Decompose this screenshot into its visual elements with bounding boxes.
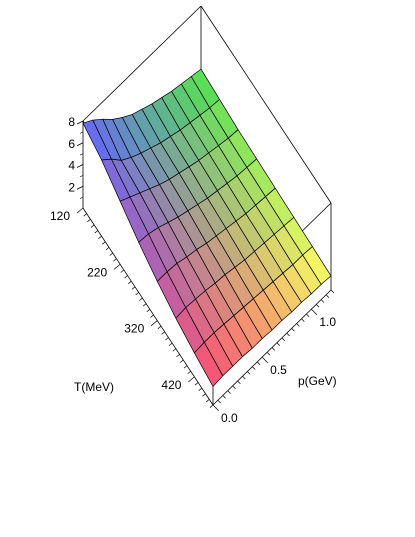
y-tick: [165, 337, 169, 341]
x-tick: [232, 385, 236, 389]
z-tick: [79, 175, 84, 178]
y-tick: [131, 286, 136, 290]
y-tick: [94, 230, 99, 234]
y-tick: [194, 382, 199, 386]
x-tick: [256, 361, 261, 365]
x-tick: [247, 371, 251, 375]
x-tick: [212, 404, 219, 412]
z-tick-label: 8: [68, 115, 75, 129]
x-tick-label: 0.5: [270, 363, 287, 377]
y-tick: [109, 252, 113, 256]
x-tick: [276, 342, 280, 346]
y-tick: [205, 399, 210, 403]
z-tick: [76, 164, 84, 168]
y-tick: [124, 275, 128, 279]
y-tick: [113, 258, 117, 262]
y-axis-label: T(MeV): [74, 380, 114, 394]
y-tick: [105, 247, 110, 251]
x-tick: [252, 366, 256, 370]
y-tick-label: 120: [50, 209, 70, 223]
z-tick: [76, 120, 84, 125]
x-tick: [306, 313, 310, 318]
box-edge: [82, 5, 202, 122]
y-tick: [146, 309, 151, 313]
x-tick: [271, 347, 276, 351]
x-tick: [242, 376, 246, 380]
x-tick-label: 1.0: [319, 315, 336, 329]
box-edge: [82, 207, 214, 406]
z-tick: [76, 185, 84, 190]
y-tick: [176, 354, 180, 358]
x-tick: [296, 323, 300, 327]
y-tick: [127, 280, 132, 285]
z-tick-label: 4: [68, 159, 75, 173]
x-tick: [325, 294, 330, 298]
y-tick: [98, 235, 102, 239]
y-tick: [90, 224, 95, 228]
x-tick: [286, 332, 290, 337]
y-tick: [209, 404, 214, 408]
x-tick: [330, 289, 335, 294]
z-tick: [76, 142, 84, 147]
y-tick: [161, 331, 165, 335]
z-tick: [79, 196, 84, 199]
x-tick: [227, 390, 231, 394]
x-axis-label: p(GeV): [298, 374, 337, 388]
y-tick: [198, 387, 203, 391]
x-tick: [237, 380, 241, 385]
y-tick-label: 320: [124, 322, 144, 336]
y-tick: [157, 325, 162, 330]
y-tick: [172, 348, 177, 352]
y-tick: [135, 292, 139, 296]
y-tick: [120, 269, 125, 273]
z-tick: [79, 131, 84, 134]
z-tick-label: 2: [68, 180, 75, 194]
x-tick: [266, 352, 271, 356]
y-tick: [179, 359, 184, 363]
y-tick: [150, 314, 154, 318]
surface-patch: [194, 341, 224, 387]
x-tick: [281, 337, 285, 342]
y-tick: [139, 297, 143, 301]
x-tick: [222, 395, 226, 399]
y-tick: [187, 370, 191, 375]
x-tick: [320, 299, 325, 303]
y-tick-label: 220: [87, 265, 107, 279]
y-tick: [113, 264, 121, 270]
axes: 120 220 320 420 0.0 0.5 1.0 2 4 6 8: [50, 115, 336, 425]
y-tick: [142, 303, 147, 307]
x-tick: [291, 328, 295, 332]
y-tick: [87, 218, 91, 223]
y-tick: [202, 393, 206, 397]
surface-mesh: [82, 68, 332, 387]
x-tick: [217, 399, 221, 404]
y-tick: [101, 241, 106, 245]
x-tick: [301, 318, 305, 322]
y-tick: [76, 207, 84, 214]
y-tick: [168, 342, 173, 346]
x-tick: [311, 308, 318, 316]
x-tick: [315, 304, 320, 308]
box-edge: [200, 5, 332, 204]
y-tick-label: 420: [161, 378, 181, 392]
x-tick: [261, 356, 269, 364]
y-tick: [183, 365, 188, 369]
y-tick: [188, 376, 195, 383]
y-tick: [150, 320, 158, 326]
x-tick-label: 0.0: [221, 411, 238, 425]
y-tick: [83, 213, 87, 217]
z-tick-label: 6: [68, 137, 75, 151]
z-tick: [79, 153, 84, 156]
